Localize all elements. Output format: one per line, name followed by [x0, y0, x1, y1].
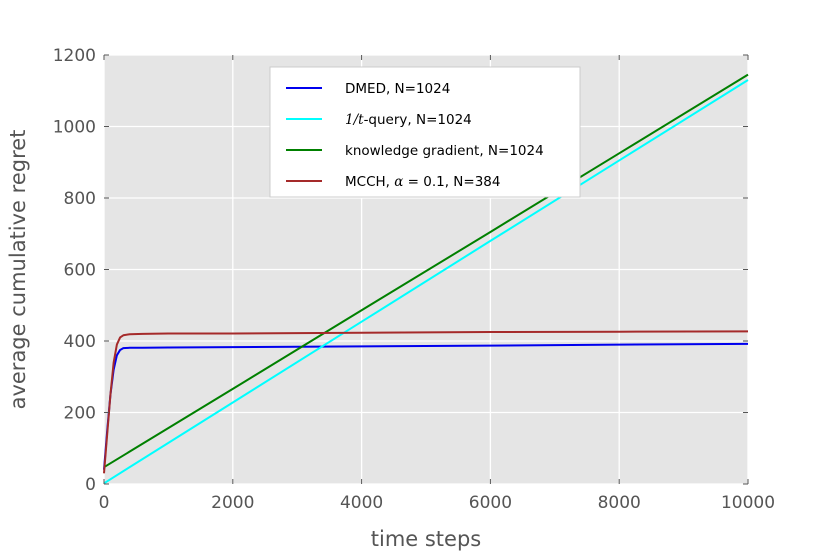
series-line-2 — [103, 79, 749, 485]
legend-entry: knowledge gradient, N=1024 — [345, 143, 544, 159]
y-tick-label: 1000 — [53, 118, 96, 138]
y-tick-label: 600 — [64, 261, 96, 281]
y-tick-label: 0 — [85, 475, 96, 495]
tick-labels: 0 2000 4000 6000 8000 10000 0 200 400 600 800 1000 1… — [53, 46, 775, 513]
x-tick-label: 10000 — [721, 493, 775, 513]
x-tick-label: 6000 — [469, 493, 512, 513]
y-tick-label: 200 — [64, 404, 96, 424]
x-tick-label: 2000 — [211, 493, 254, 513]
legend-entry: 1/t-query, N=1024 — [345, 112, 472, 128]
y-tick-label: 400 — [64, 332, 96, 352]
y-axis-label: average cumulative regret — [6, 130, 30, 410]
x-axis-label: time steps — [371, 527, 482, 551]
series-line-3 — [103, 73, 749, 469]
ticks — [103, 54, 749, 485]
x-tick-label: 0 — [99, 493, 110, 513]
legend-entry: MCCH, α = 0.1, N=384 — [345, 174, 500, 190]
y-tick-label: 1200 — [53, 46, 96, 66]
x-tick-label: 8000 — [598, 493, 641, 513]
series-line-4 — [103, 330, 749, 474]
legend-entry: DMED, N=1024 — [345, 81, 450, 97]
series-layer — [103, 73, 749, 485]
y-tick-label: 800 — [64, 189, 96, 209]
x-tick-label: 4000 — [340, 493, 383, 513]
legend: DMED, N=1024 1/t-query, N=1024 knowledge g… — [269, 66, 581, 198]
